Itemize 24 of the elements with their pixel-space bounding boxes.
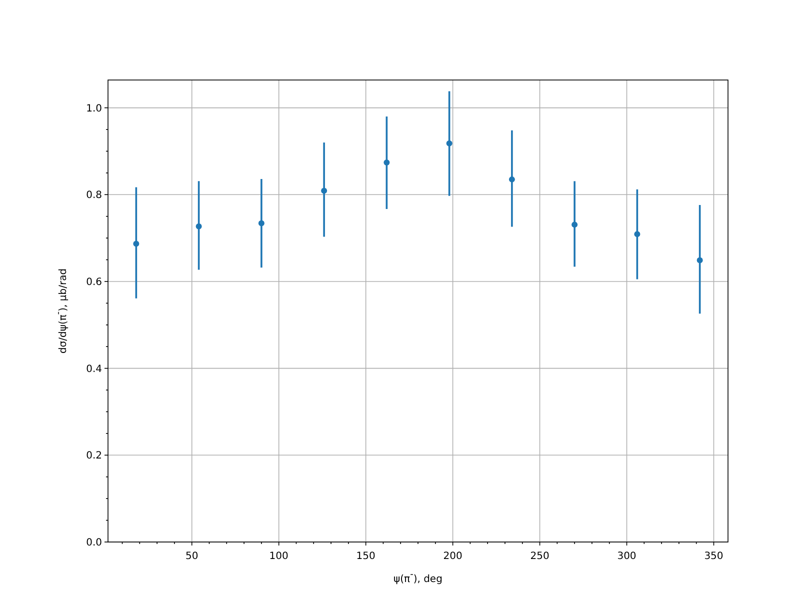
point: [258, 220, 264, 226]
y-tick-label: 0.2: [86, 450, 102, 462]
point: [321, 188, 328, 194]
point: [133, 240, 140, 247]
point: [634, 231, 640, 238]
x-tick-label: 50: [185, 551, 198, 562]
point: [384, 160, 390, 166]
x-tick-label: 200: [443, 551, 462, 562]
point: [508, 176, 515, 182]
point: [446, 140, 452, 146]
point: [696, 257, 703, 264]
point: [572, 222, 578, 228]
x-axis-title: ψ(π$^{-}$), deg: [394, 570, 442, 585]
x-tick-label: 250: [530, 551, 550, 562]
y-tick-label: 0.8: [86, 190, 102, 202]
x-tick-label: 100: [269, 551, 288, 562]
y-tick-label: 1.0: [86, 103, 102, 114]
x-tick-label: 150: [356, 551, 376, 562]
x-tick-label: 350: [704, 551, 724, 562]
y-tick-label: 0.6: [86, 276, 102, 288]
y-tick-label: 0.0: [86, 538, 102, 548]
point: [196, 223, 202, 230]
x-tick-label: 300: [617, 551, 636, 562]
y-tick-label: 0.4: [86, 364, 102, 375]
